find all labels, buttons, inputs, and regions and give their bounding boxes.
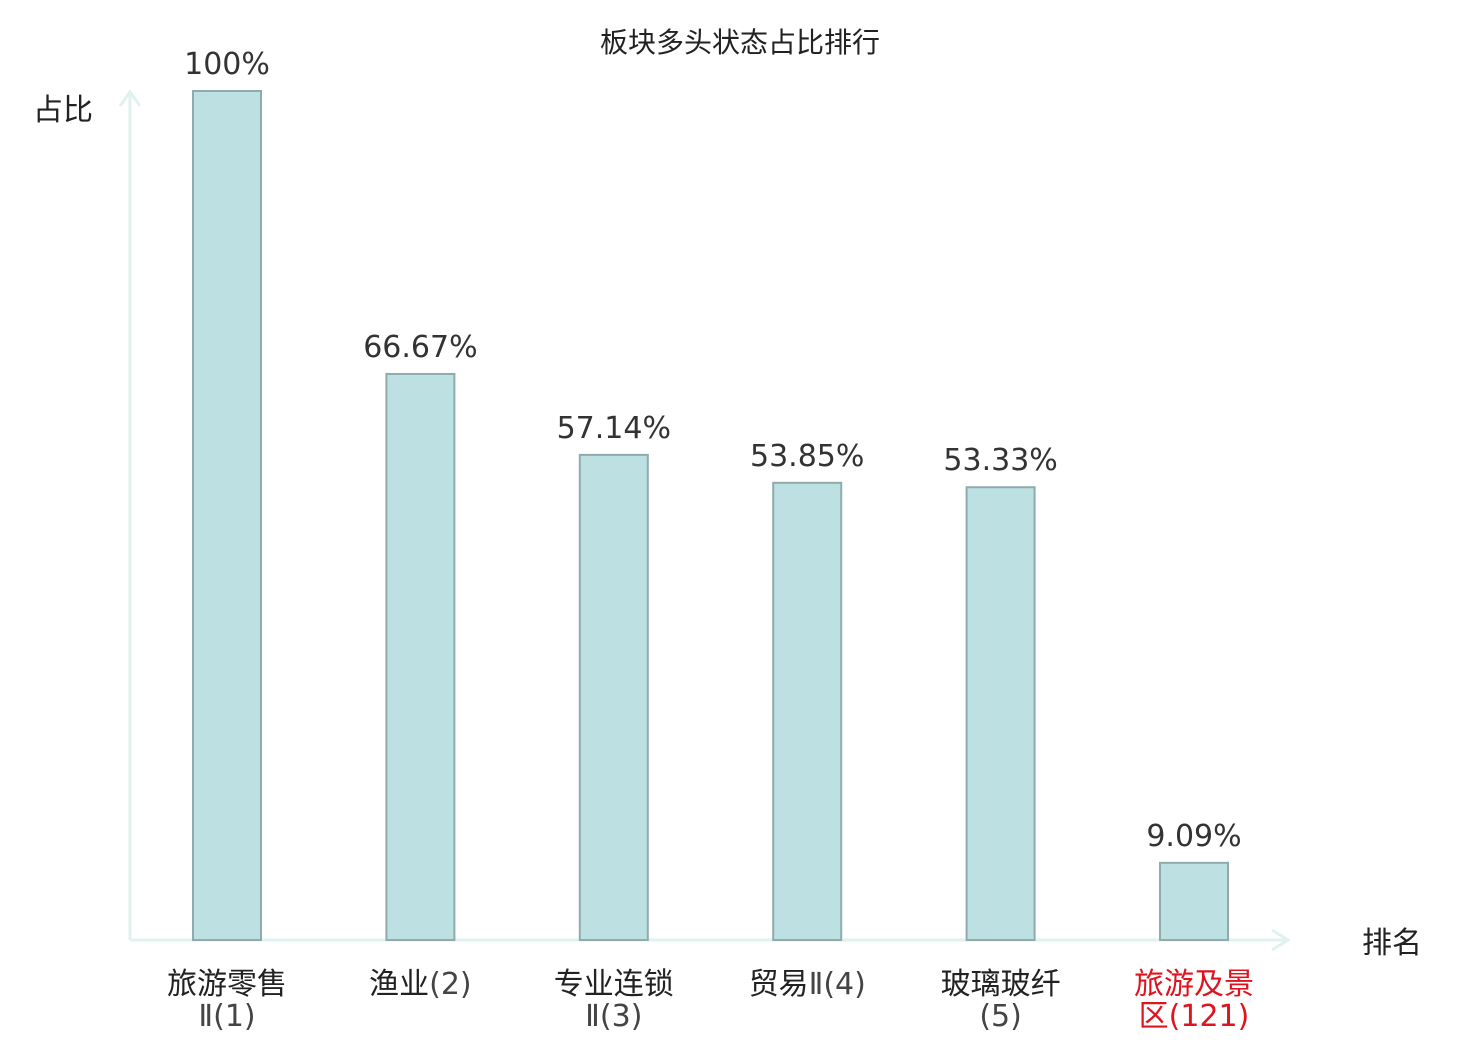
category-name-3: 贸易 (749, 967, 809, 1002)
x-axis-arrow (1271, 928, 1291, 952)
category-name-0: 旅游零售 (167, 967, 287, 1002)
axes (118, 89, 1291, 952)
category-label-4: 玻璃玻纤 (941, 967, 1061, 1002)
value-label-2: 57.14% (557, 411, 671, 446)
category-label-line2-5: 区(121) (1139, 999, 1250, 1034)
bars (192, 90, 1229, 942)
bar-2 (578, 453, 649, 941)
value-label-5: 9.09% (1146, 819, 1241, 854)
y-axis-arrow (118, 89, 142, 107)
bar-4 (965, 486, 1036, 941)
category-suffix-0: Ⅱ(1) (198, 999, 255, 1034)
value-label-3: 53.85% (750, 439, 864, 474)
y-axis-label: 占比 (33, 93, 93, 128)
category-name-2: 专业连锁 (554, 967, 674, 1002)
category-label-line2-2: Ⅱ(3) (585, 999, 642, 1034)
bar-5 (1159, 861, 1229, 942)
category-label-0: 旅游零售 (167, 967, 287, 1002)
category-label-5: 旅游及景 (1134, 967, 1254, 1002)
x-axis-label: 排名 (1362, 926, 1422, 961)
value-label-1: 66.67% (363, 330, 477, 365)
bar-3 (772, 481, 843, 941)
value-labels: 100% 66.67% 57.14% 53.85% 53.33% 9.09% (184, 47, 1242, 854)
category-label-1: 渔业(2) (369, 967, 472, 1002)
category-suffix-3: Ⅱ(4) (809, 967, 866, 1002)
bar-1 (385, 372, 456, 942)
category-label-line2-4: (5) (979, 999, 1022, 1034)
category-name-4: 玻璃玻纤 (941, 967, 1061, 1002)
category-label-2: 专业连锁 (554, 967, 674, 1002)
category-suffix-2: Ⅱ(3) (585, 999, 642, 1034)
category-label-3: 贸易Ⅱ(4) (749, 967, 866, 1002)
category-name-5: 旅游及景 (1134, 967, 1254, 1002)
category-suffix-5: (121) (1169, 999, 1250, 1034)
bar-0 (192, 90, 262, 941)
value-label-4: 53.33% (943, 443, 1057, 478)
category-suffix-1: (2) (429, 967, 472, 1002)
category-label-line2-0: Ⅱ(1) (198, 999, 255, 1034)
category-name-line2-5: 区 (1139, 999, 1169, 1034)
category-suffix-4: (5) (979, 999, 1022, 1034)
value-label-0: 100% (184, 47, 270, 82)
chart-title: 板块多头状态占比排行 (600, 26, 880, 59)
category-name-1: 渔业 (369, 967, 429, 1002)
